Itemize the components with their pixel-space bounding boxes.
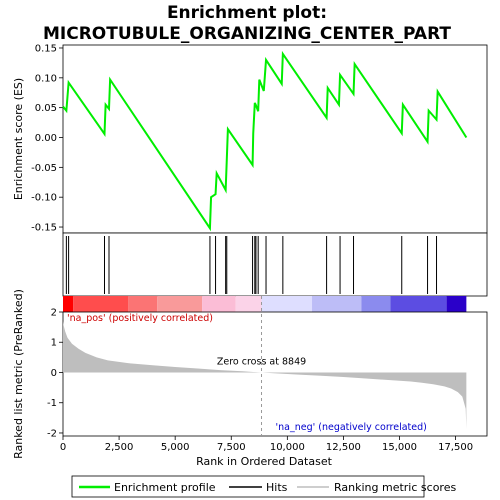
rank-x-tick-label: 0 [60,442,66,453]
chart-title-line1: Enrichment plot: [167,3,327,23]
legend-label-hits: Hits [266,481,288,494]
es-y-tick-label: 0.15 [35,43,57,54]
rank-y-tick-label: -1 [47,398,57,409]
es-y-tick-label: 0.00 [35,133,57,144]
heatbar-segment [157,296,203,312]
heatbar-segment [446,296,467,312]
rank-y-tick-label: -2 [47,428,57,439]
es-panel-frame [62,44,488,234]
heatbar-segment [312,296,362,312]
rank-x-tick-label: 10,000 [270,442,305,453]
es-y-axis: -0.15 -0.10 -0.05 0.00 0.05 0.10 0.15 [31,43,63,234]
legend-label-ranking: Ranking metric scores [334,481,456,494]
es-y-tick-label: 0.10 [35,73,57,84]
heatbar-segment [235,296,262,312]
es-y-tick-label: -0.15 [31,223,57,234]
hits-markers [65,236,438,294]
enrichment-profile-line [62,50,468,232]
es-y-axis-label: Enrichment score (ES) [12,78,25,200]
es-y-tick-label: 0.05 [35,103,57,114]
heatbar-segment [63,296,74,312]
ranking-heatbar [63,296,467,312]
legend-label-enrichment: Enrichment profile [114,481,216,494]
es-y-tick-label: -0.05 [31,163,57,174]
rank-x-tick-label: 17,500 [438,442,473,453]
rank-x-tick-label: 7,500 [217,442,246,453]
rank-y-axis-label: Ranked list metric (PreRanked) [12,289,25,459]
negative-correlation-label: 'na_neg' (negatively correlated) [276,422,427,433]
rank-x-tick-label: 15,000 [382,442,417,453]
rank-x-tick-label: 5,000 [161,442,190,453]
heatbar-segment [361,296,391,312]
heatbar-segment [202,296,236,312]
heatbar-segment [128,296,158,312]
ranking-metric-area [63,321,467,429]
heatbar-segment [390,296,447,312]
rank-x-tick-label: 2,500 [105,442,134,453]
chart-title-line2: MICROTUBULE_ORGANIZING_CENTER_PART [43,24,451,44]
hits-panel-frame [62,232,488,297]
zero-cross-label: Zero cross at 8849 [217,356,306,367]
rank-y-tick-label: 1 [51,338,57,349]
rank-y-tick-label: 0 [51,368,57,379]
es-y-tick-label: -0.10 [31,193,57,204]
positive-correlation-label: 'na_pos' (positively correlated) [67,313,213,324]
rank-x-axis: 0 2,500 5,000 7,500 10,000 12,500 15,000 17,500 [60,436,473,453]
rank-y-tick-label: 2 [51,308,57,319]
rank-x-tick-label: 12,500 [326,442,361,453]
heatbar-segment [73,296,129,312]
rank-x-axis-label: Rank in Ordered Dataset [196,455,333,468]
rank-y-axis: -2 -1 0 1 2 [47,308,63,439]
heatbar-segment [261,296,313,312]
